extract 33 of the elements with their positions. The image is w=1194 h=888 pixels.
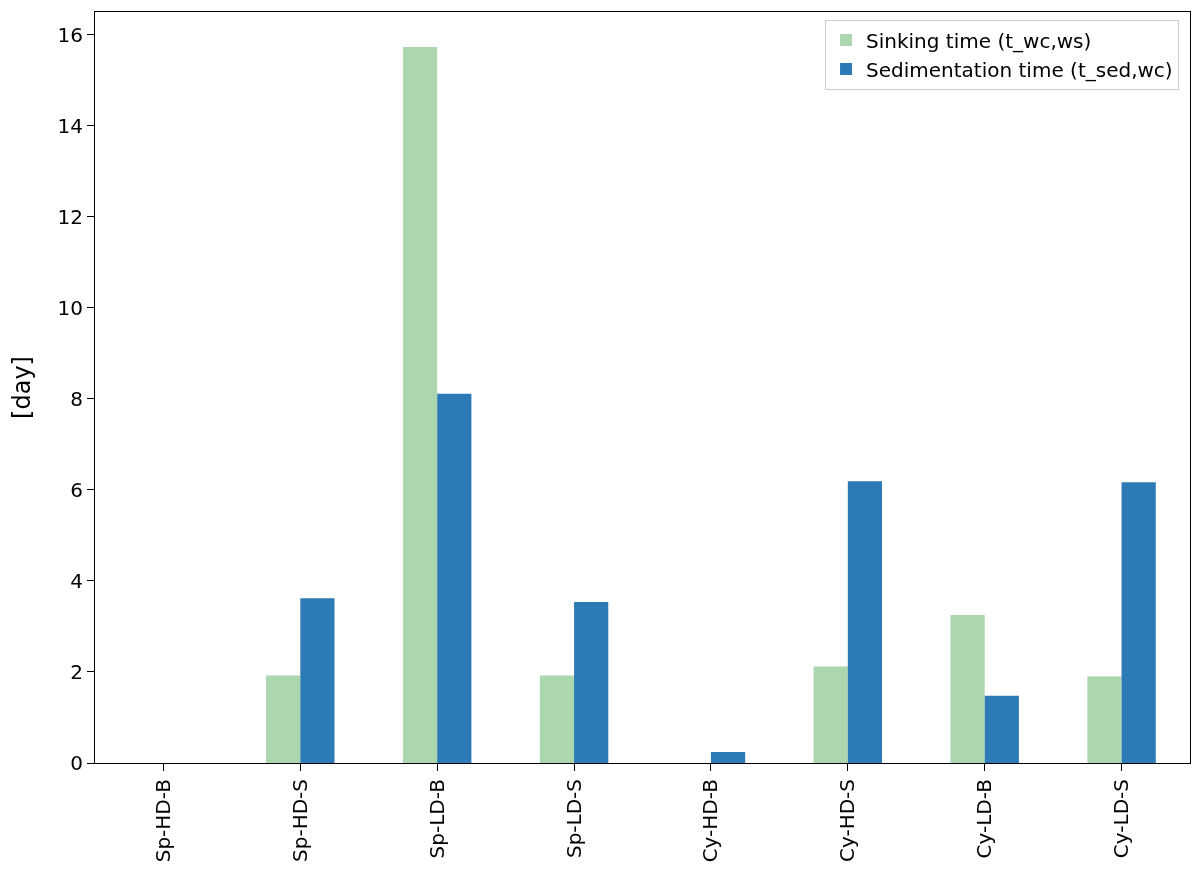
bar <box>266 675 301 763</box>
legend-label: Sedimentation time (t_sed,wc) <box>866 57 1173 82</box>
y-tick-label: 2 <box>70 659 83 684</box>
bar <box>710 752 746 763</box>
bar <box>1121 482 1156 763</box>
x-tick-label: Sp-HD-S <box>287 779 312 862</box>
y-tick-label: 8 <box>70 386 83 411</box>
x-tick-label: Cy-HD-S <box>835 779 860 863</box>
bar <box>539 675 575 763</box>
bar <box>950 615 985 763</box>
bar <box>984 695 1019 763</box>
y-tick-label: 4 <box>70 568 83 593</box>
bar <box>847 481 883 763</box>
x-tick-label: Cy-LD-B <box>972 779 997 859</box>
y-tick-label: 0 <box>70 751 83 775</box>
x-tick-label: Cy-HD-B <box>698 779 723 863</box>
bar <box>1087 676 1122 763</box>
y-tick-label: 10 <box>57 295 83 320</box>
y-tick-label: 16 <box>57 22 83 47</box>
x-tick-label: Sp-LD-B <box>424 779 449 859</box>
y-tick-label: 6 <box>70 477 83 502</box>
x-tick-label: Cy-LD-S <box>1109 779 1134 859</box>
y-tick-label: 12 <box>57 204 83 229</box>
bar <box>813 666 848 763</box>
bar <box>437 393 472 763</box>
bar <box>300 598 335 763</box>
legend-label: Sinking time (t_wc,ws) <box>866 28 1092 53</box>
x-tick-label: Sp-HD-B <box>150 779 175 863</box>
bar <box>574 601 609 763</box>
x-tick-label: Sp-LD-S <box>561 779 586 859</box>
y-axis-title: [day] <box>7 356 36 419</box>
bar <box>402 47 438 763</box>
y-tick-label: 14 <box>57 113 83 138</box>
